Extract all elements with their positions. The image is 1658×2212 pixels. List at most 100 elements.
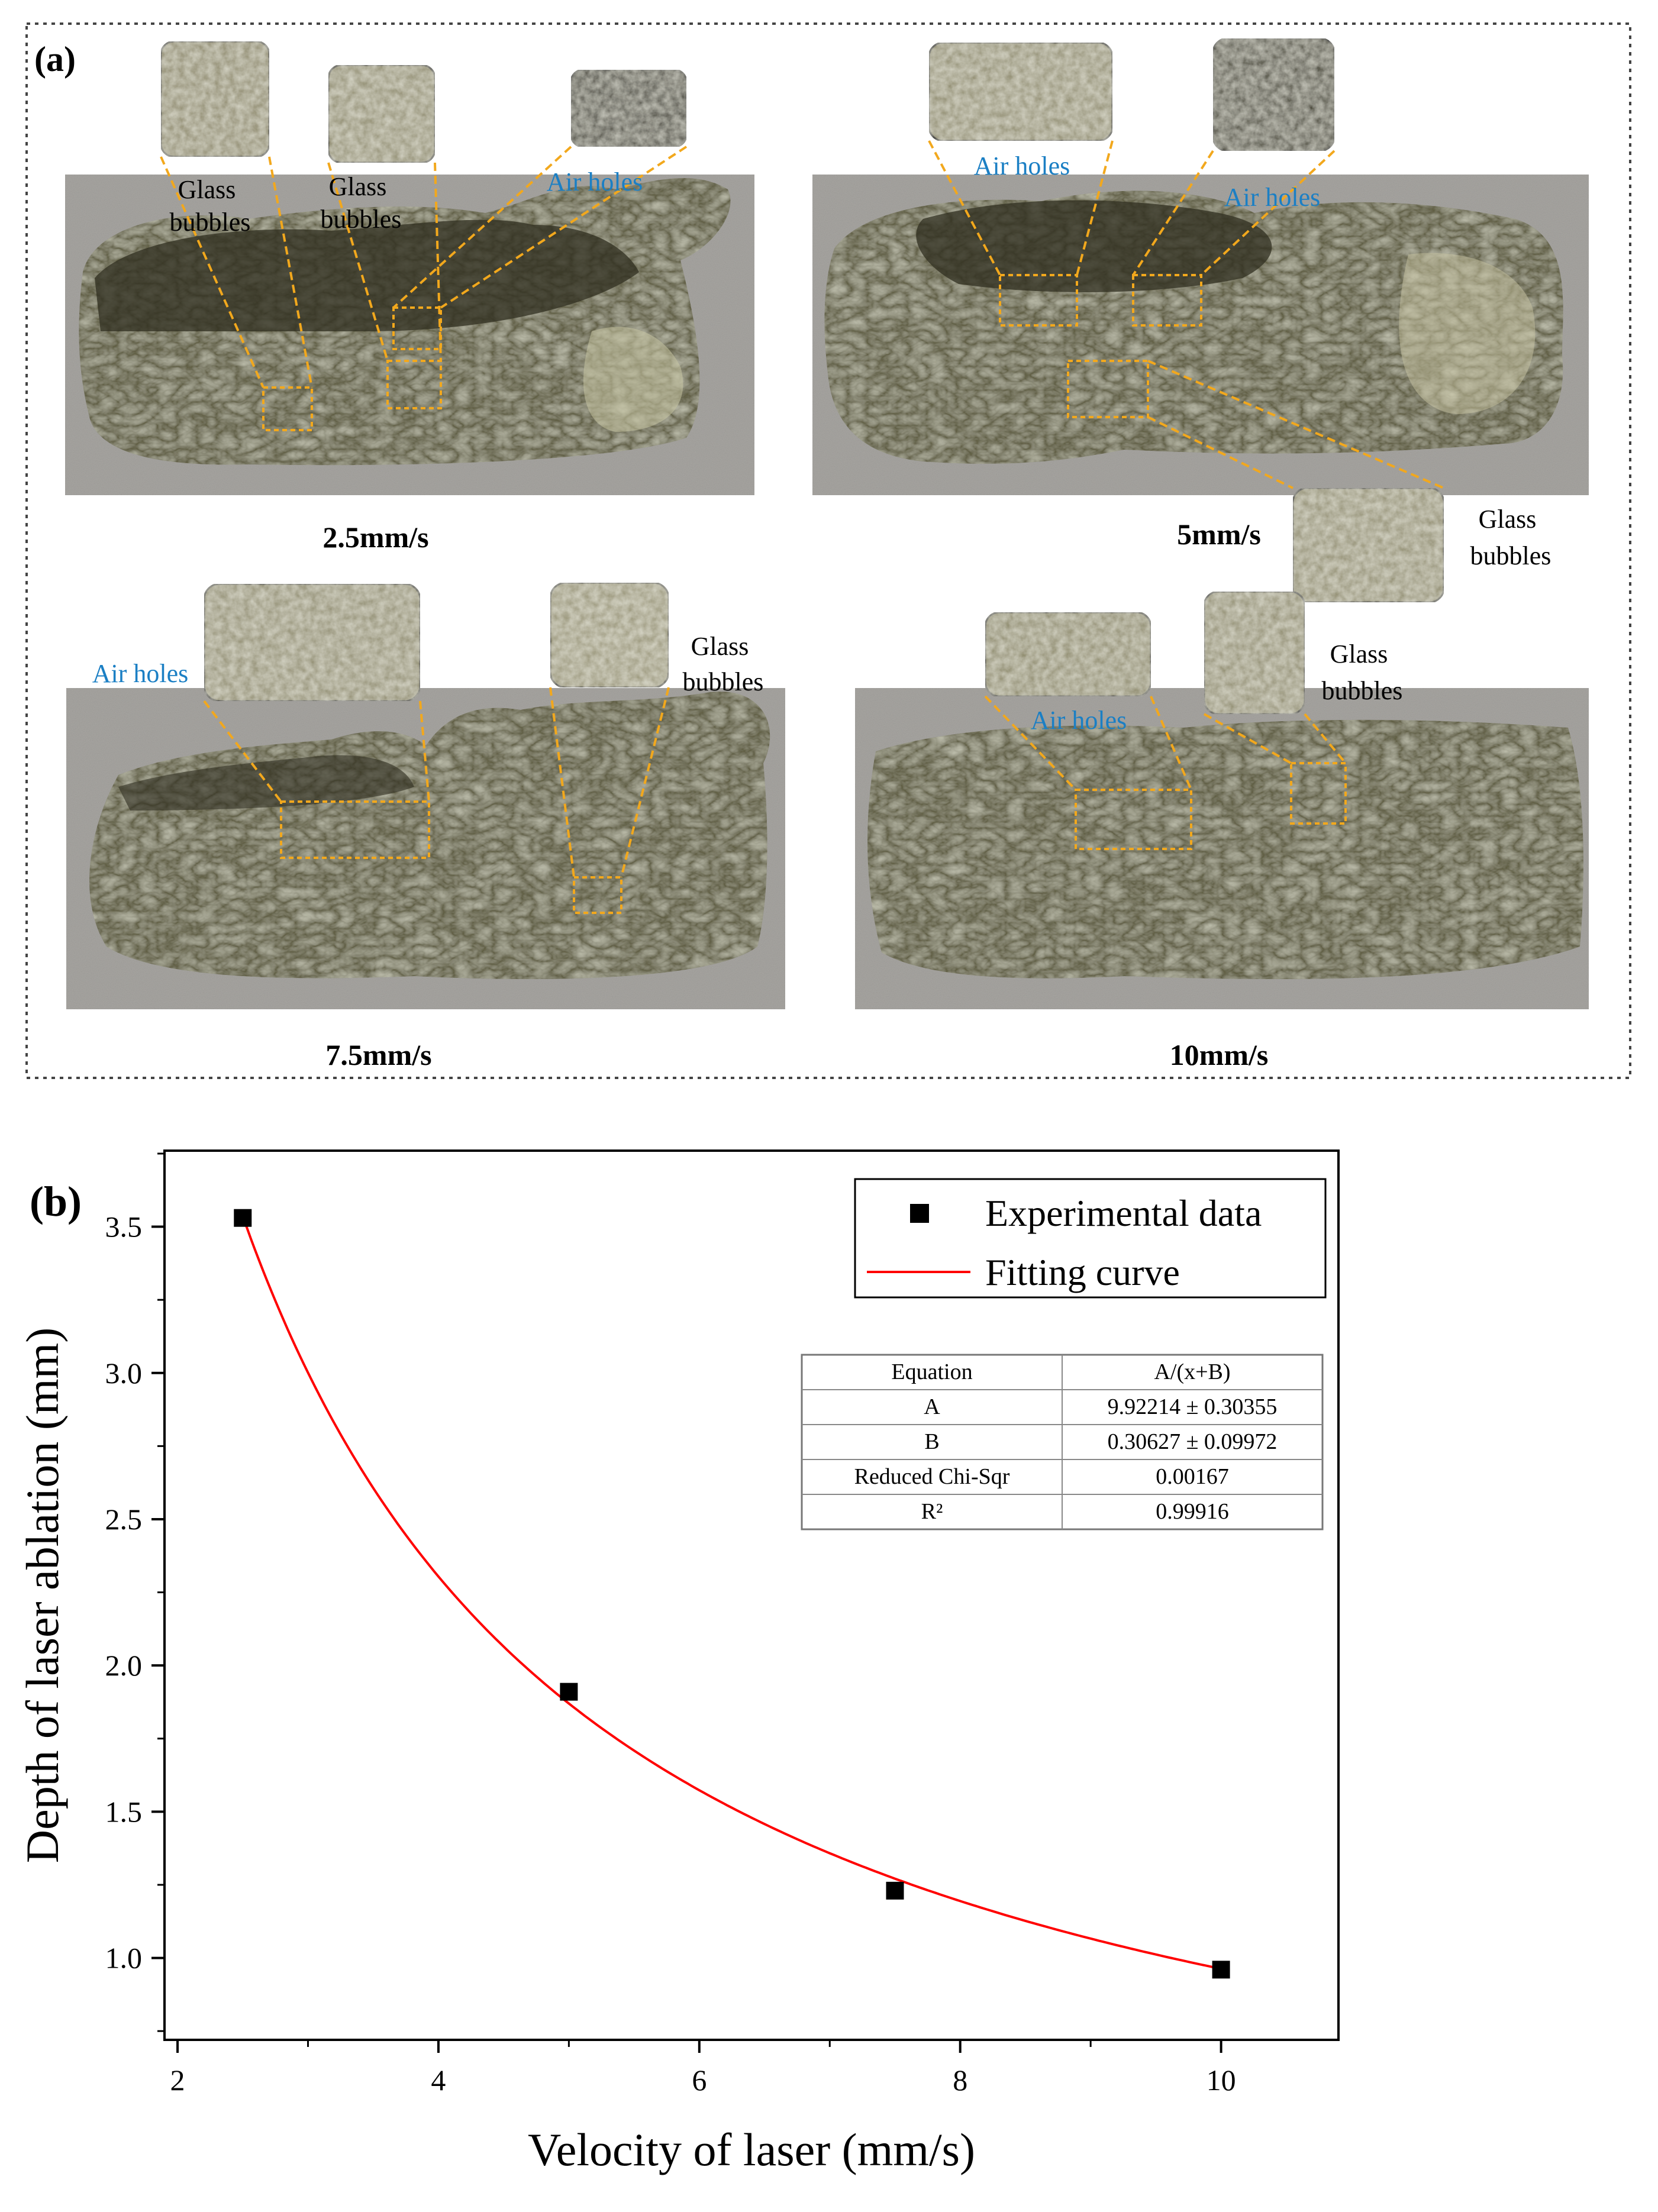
zoom-roi [1290, 762, 1347, 825]
data-point [1212, 1961, 1230, 1979]
zoom-inset [1212, 37, 1336, 152]
speed-label: 2.5mm/s [322, 521, 428, 554]
callout-lines [984, 695, 1347, 791]
callout-glass-bubbles: Glass bubbles [170, 175, 251, 237]
fit-table-value: 9.92214 ± 0.30355 [1108, 1394, 1278, 1419]
callout-line: Air holes [1031, 706, 1127, 735]
zoom-roi [1132, 274, 1202, 327]
melt-pale [583, 327, 683, 432]
sample-7.5-mm-s: Air holes Glass bubbles 7.5mm/s [66, 582, 785, 1071]
zoom-inset [570, 69, 688, 148]
zoom-inset [203, 583, 421, 702]
speed-label: 5mm/s [1177, 518, 1261, 551]
data-point [560, 1683, 578, 1701]
fit-table-value: 0.99916 [1156, 1499, 1229, 1524]
plot-frame [163, 1149, 1340, 2041]
x-tick-label: 8 [953, 2064, 967, 2097]
panel-b-label: (b) [30, 1178, 82, 1225]
callout-glass-bubbles: Glass bubbles [1470, 505, 1551, 570]
zoom-roi [392, 306, 442, 350]
legend-label-experimental: Experimental data [985, 1192, 1262, 1234]
panel-a-label: (a) [34, 40, 76, 79]
callout-glass-bubbles: Glass bubbles [683, 632, 764, 696]
callout-air-holes: Air holes [547, 167, 643, 196]
x-tick-label: 10 [1207, 2064, 1236, 2097]
zoom-roi [280, 800, 430, 859]
y-tick-label: 2.5 [105, 1503, 143, 1536]
callout-line: Glass [691, 632, 749, 661]
callout-line: Glass [329, 172, 387, 201]
y-tick-label: 1.0 [105, 1942, 143, 1975]
data-point [234, 1209, 252, 1227]
zoom-inset [984, 611, 1152, 697]
fit-chart: 2 4 6 8 10 1.0 1.5 2.0 2.5 3.0 3.5 Velocity of lase… [17, 1149, 1340, 2175]
callout-air-holes: Air holes [974, 151, 1070, 180]
zoom-inset [327, 64, 436, 164]
fit-table-value: 0.30627 ± 0.09972 [1108, 1429, 1278, 1454]
zoom-roi [1067, 360, 1149, 418]
zoom-inset [928, 41, 1114, 142]
callout-line: Glass [1479, 505, 1537, 534]
callout-lines [203, 687, 670, 878]
callout-line: Glass [1330, 640, 1388, 669]
callout-lines [928, 140, 1444, 489]
panel-b: (b) 2 4 6 8 10 1.0 1.5 2.0 2.5 3.0 3.5 Velocity of … [17, 1149, 1340, 2175]
x-tick-label: 2 [170, 2064, 185, 2097]
y-tick-label: 3.5 [105, 1210, 143, 1244]
fit-table-value: 0.00167 [1156, 1464, 1229, 1489]
callout-line: bubbles [170, 208, 251, 237]
zoom-roi [1075, 789, 1192, 850]
callout-glass-bubbles: Glass bubbles [1322, 640, 1403, 705]
callout-line: bubbles [1470, 541, 1551, 570]
callout-line: Air holes [1224, 183, 1321, 212]
x-tick-label: 6 [692, 2064, 707, 2097]
data-point [886, 1881, 904, 1900]
y-tick-label: 3.0 [105, 1357, 143, 1390]
speed-label: 7.5mm/s [325, 1038, 431, 1071]
callout-line: Air holes [92, 659, 189, 688]
zoom-inset [549, 582, 670, 689]
callout-air-holes: Air holes [1031, 706, 1127, 735]
sample-2.5-mm-s: Glass bubbles Glass bubbles Air holes 2.… [65, 40, 754, 554]
callout-line: bubbles [321, 205, 402, 234]
zoom-inset [1203, 590, 1306, 715]
panel-a-frame [25, 22, 1631, 1079]
y-axis-label: Depth of laser ablation (mm) [17, 1328, 68, 1863]
sample-10-mm-s: Air holes Glass bubbles 10mm/s [855, 590, 1589, 1071]
melt-region [867, 719, 1583, 979]
callout-air-holes: Air holes [1224, 183, 1321, 212]
callout-lines [160, 146, 688, 388]
legend-label-fit: Fitting curve [985, 1251, 1180, 1293]
zoom-roi [999, 274, 1078, 327]
zoom-inset [160, 40, 270, 158]
fit-table-key: B [924, 1429, 939, 1454]
callout-line: Glass [178, 175, 236, 204]
callout-line: Air holes [547, 167, 643, 196]
fit-table-key: R² [921, 1499, 943, 1524]
panel-a: (a) Glass bubbl [25, 22, 1631, 1079]
fitting-curve [241, 1216, 1222, 1970]
sample-5-mm-s: Air holes Air holes Glass bubbles 5mm/s [812, 37, 1589, 603]
melt-dark [118, 755, 414, 810]
melt-pale [1399, 253, 1536, 414]
fit-table-value: A/(x+B) [1154, 1360, 1230, 1384]
fit-table-key: Reduced Chi-Sqr [854, 1464, 1010, 1489]
x-tick-label: 4 [431, 2064, 446, 2097]
legend-marker-experimental [910, 1204, 929, 1223]
callout-glass-bubbles: Glass bubbles [321, 172, 402, 234]
zoom-roi [386, 360, 442, 409]
x-axis-label: Velocity of laser (mm/s) [528, 2124, 975, 2175]
legend-box [854, 1178, 1327, 1299]
melt-dark [916, 200, 1272, 292]
zoom-roi [262, 386, 313, 431]
fit-table-key: Equation [891, 1360, 972, 1384]
melt-dark [95, 219, 639, 331]
callout-line: Air holes [974, 151, 1070, 180]
fit-table-key: A [924, 1394, 940, 1419]
zoom-inset [1292, 487, 1445, 603]
callout-line: bubbles [683, 667, 764, 696]
speed-label: 10mm/s [1170, 1038, 1269, 1071]
callout-line: bubbles [1322, 676, 1403, 705]
